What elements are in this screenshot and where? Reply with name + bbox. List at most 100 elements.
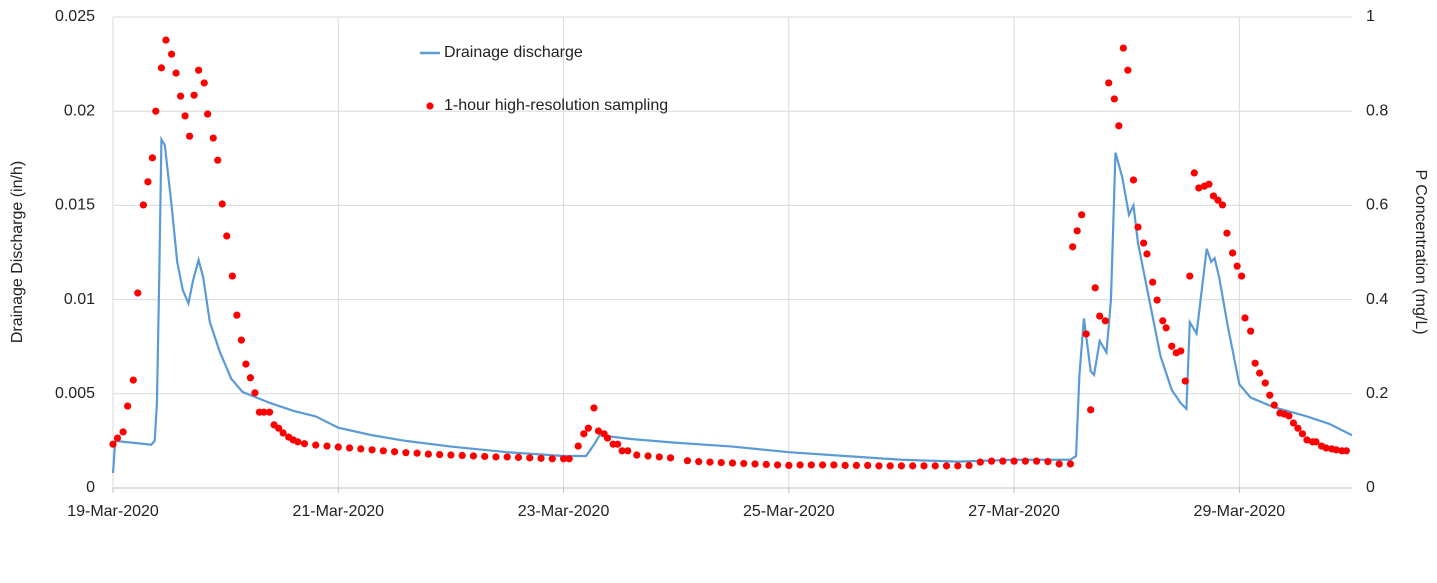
- sample-point: [109, 440, 117, 448]
- y2-tick-label: 1: [1366, 8, 1375, 25]
- sample-point: [200, 79, 208, 87]
- sample-point: [1294, 424, 1302, 432]
- sample-point: [157, 64, 166, 72]
- sample-point: [1101, 317, 1109, 325]
- y-tick-label: 0.025: [55, 8, 95, 25]
- sample-point: [886, 462, 894, 470]
- sample-point: [976, 458, 984, 466]
- sample-point: [1044, 458, 1052, 466]
- sample-point: [214, 156, 222, 164]
- sample-point: [1129, 176, 1138, 184]
- sample-point: [954, 462, 962, 470]
- sample-point: [1159, 317, 1167, 325]
- sample-point: [390, 448, 399, 456]
- sample-point: [251, 389, 259, 397]
- sample-point: [1223, 229, 1231, 237]
- sample-point: [1241, 314, 1249, 322]
- y2-axis-title: P Concentration (mg/L): [1412, 169, 1429, 334]
- sample-point: [526, 454, 534, 462]
- sample-point: [920, 462, 928, 470]
- sample-point: [751, 460, 759, 468]
- sample-point: [580, 430, 588, 438]
- sample-point: [402, 449, 410, 457]
- sample-point: [514, 453, 523, 461]
- y2-tick-label: 0.6: [1366, 197, 1388, 214]
- y2-tick-label: 0: [1366, 479, 1375, 496]
- sample-point: [717, 458, 725, 467]
- sample-point: [1266, 391, 1274, 399]
- sample-point: [144, 178, 152, 186]
- sample-point: [503, 453, 511, 461]
- sample-point: [590, 404, 598, 412]
- sample-point: [1140, 239, 1148, 247]
- sample-point: [807, 461, 815, 469]
- sample-point: [274, 424, 283, 432]
- sample-point: [237, 336, 246, 344]
- sample-point: [1261, 379, 1269, 387]
- sample-point: [1124, 66, 1132, 74]
- y-tick-label: 0.015: [55, 197, 95, 214]
- sample-point: [999, 457, 1007, 465]
- y-tick-label: 0.02: [64, 102, 95, 119]
- sample-point: [129, 376, 137, 384]
- sample-point: [1209, 192, 1218, 200]
- sample-point: [424, 450, 432, 458]
- sample-point: [1073, 227, 1081, 235]
- sample-point: [1205, 180, 1213, 188]
- sample-point: [666, 454, 675, 462]
- sample-point: [728, 459, 737, 467]
- sample-point: [537, 454, 545, 462]
- sample-point: [1010, 457, 1018, 465]
- sample-point: [1119, 44, 1127, 52]
- x-tick-label: 29-Mar-2020: [1194, 503, 1286, 520]
- sample-point: [1181, 377, 1189, 385]
- x-tick-label: 21-Mar-2020: [292, 503, 384, 520]
- sample-point: [830, 461, 838, 469]
- sample-point: [1177, 347, 1185, 355]
- sample-point: [119, 428, 127, 436]
- sample-point: [300, 440, 309, 448]
- sample-point: [695, 458, 703, 466]
- sample-point: [942, 462, 951, 470]
- sample-point: [1105, 79, 1113, 87]
- legend-label: 1-hour high-resolution sampling: [444, 97, 668, 114]
- sample-point: [167, 50, 176, 58]
- sample-point: [1082, 330, 1090, 338]
- sample-point: [864, 461, 872, 469]
- sample-point: [323, 442, 331, 450]
- sample-point: [1096, 312, 1104, 320]
- sample-point: [1285, 412, 1293, 420]
- sample-point: [172, 69, 180, 77]
- sample-point: [246, 374, 255, 382]
- sample-point: [1091, 284, 1099, 292]
- sample-point: [312, 441, 320, 449]
- sample-point: [195, 66, 203, 74]
- sample-point: [565, 455, 573, 463]
- x-tick-label: 27-Mar-2020: [968, 503, 1060, 520]
- sample-point: [841, 461, 849, 469]
- y2-tick-label: 0.2: [1366, 385, 1388, 402]
- sample-point: [1153, 296, 1161, 304]
- sample-point: [181, 112, 189, 120]
- sample-point: [1168, 342, 1176, 350]
- sample-point: [1214, 196, 1222, 204]
- sample-point: [762, 460, 770, 469]
- sample-point: [618, 447, 626, 455]
- sample-point: [1238, 272, 1246, 280]
- sample-point: [987, 457, 996, 465]
- sample-point: [1229, 249, 1237, 257]
- y-axis-title: Drainage Discharge (in/h): [9, 161, 26, 343]
- sample-point: [294, 438, 302, 446]
- sample-point: [1078, 211, 1086, 219]
- sample-point: [603, 434, 612, 442]
- sample-point: [683, 457, 692, 465]
- sample-point: [1218, 201, 1227, 209]
- sample-point: [614, 440, 622, 448]
- sample-point: [1195, 184, 1203, 192]
- sample-point: [436, 450, 444, 459]
- sample-point: [1303, 436, 1311, 444]
- x-tick-label: 25-Mar-2020: [743, 503, 835, 520]
- sample-point: [852, 461, 861, 469]
- sample-point: [218, 200, 226, 208]
- sample-point: [492, 453, 500, 461]
